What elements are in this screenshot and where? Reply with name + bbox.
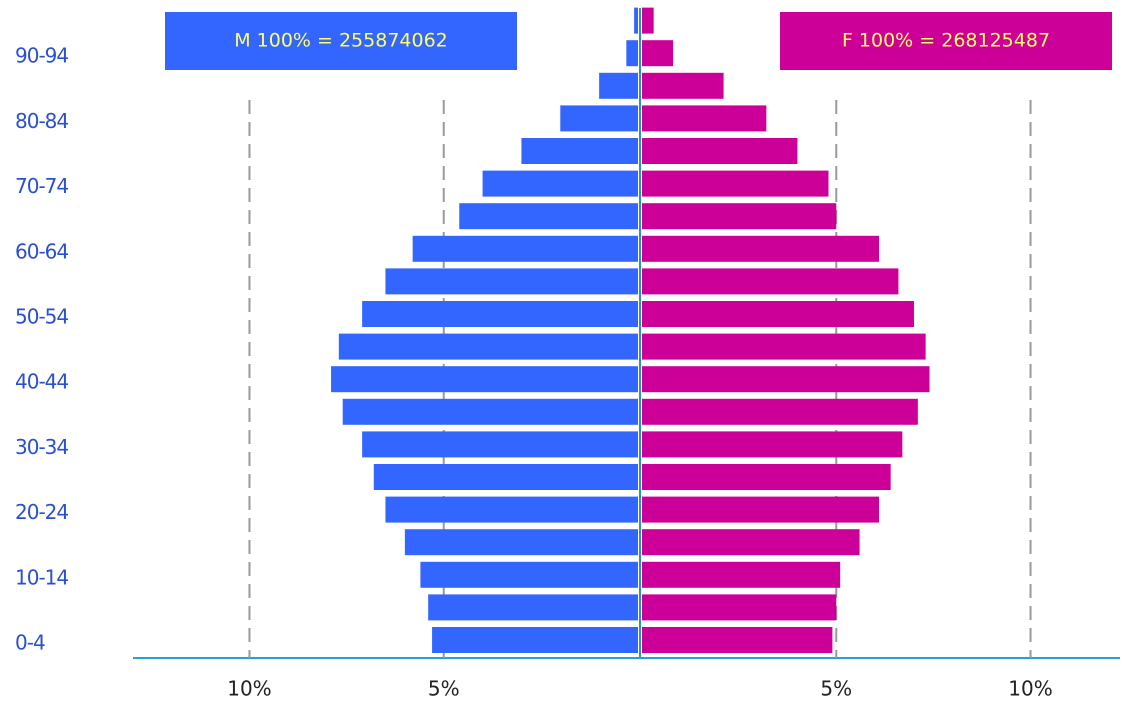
y-tick-label: 50-54 — [15, 305, 68, 329]
bar — [385, 268, 638, 295]
y-tick-label: 80-84 — [15, 109, 68, 133]
y-tick-label: 10-14 — [15, 565, 68, 589]
y-tick-label: 70-74 — [15, 174, 68, 198]
y-tick-label: 40-44 — [15, 370, 68, 394]
bar — [642, 561, 841, 588]
bar — [560, 105, 638, 132]
bar — [642, 366, 930, 393]
bar — [642, 72, 724, 99]
y-tick-label: 60-64 — [15, 239, 68, 263]
bar — [342, 398, 638, 425]
bar — [642, 627, 833, 653]
bar — [642, 431, 903, 458]
bar — [642, 398, 918, 425]
bar — [482, 170, 638, 197]
x-tick-label: 5% — [428, 677, 460, 701]
bar — [642, 203, 837, 230]
y-tick-label: 0-4 — [15, 631, 45, 655]
bar — [642, 105, 767, 132]
bar — [642, 464, 891, 490]
x-tick-label: 10% — [1008, 677, 1052, 701]
bar — [642, 333, 926, 360]
bar — [338, 333, 638, 360]
bar — [642, 40, 674, 67]
bar — [412, 235, 638, 262]
bar — [599, 72, 638, 99]
bar — [521, 138, 638, 164]
bar — [642, 594, 837, 621]
bar — [420, 561, 638, 588]
y-tick-label: 20-24 — [15, 500, 68, 524]
bar — [459, 203, 638, 230]
bar — [642, 301, 914, 327]
bar — [362, 431, 638, 458]
x-tick-label: 5% — [820, 677, 852, 701]
bar — [642, 7, 654, 34]
bar — [428, 594, 638, 621]
x-tick-label: 10% — [227, 677, 271, 701]
y-tick-label: 90-94 — [15, 44, 68, 68]
bar — [362, 301, 638, 327]
bar — [642, 170, 829, 197]
bar — [385, 496, 638, 523]
bar — [642, 496, 880, 523]
legend-label: F 100% = 268125487 — [842, 30, 1050, 52]
bar — [373, 464, 638, 490]
bar — [404, 529, 638, 556]
bar — [331, 366, 638, 393]
bar — [642, 138, 798, 164]
bar — [634, 7, 638, 34]
legend-box — [780, 12, 1112, 70]
legend-box — [165, 12, 517, 70]
y-tick-label: 30-34 — [15, 435, 68, 459]
legend-label: M 100% = 255874062 — [234, 30, 448, 52]
bar — [642, 268, 899, 295]
bar — [642, 235, 880, 262]
bar — [626, 40, 638, 67]
bar — [642, 529, 860, 556]
bar — [432, 627, 638, 653]
